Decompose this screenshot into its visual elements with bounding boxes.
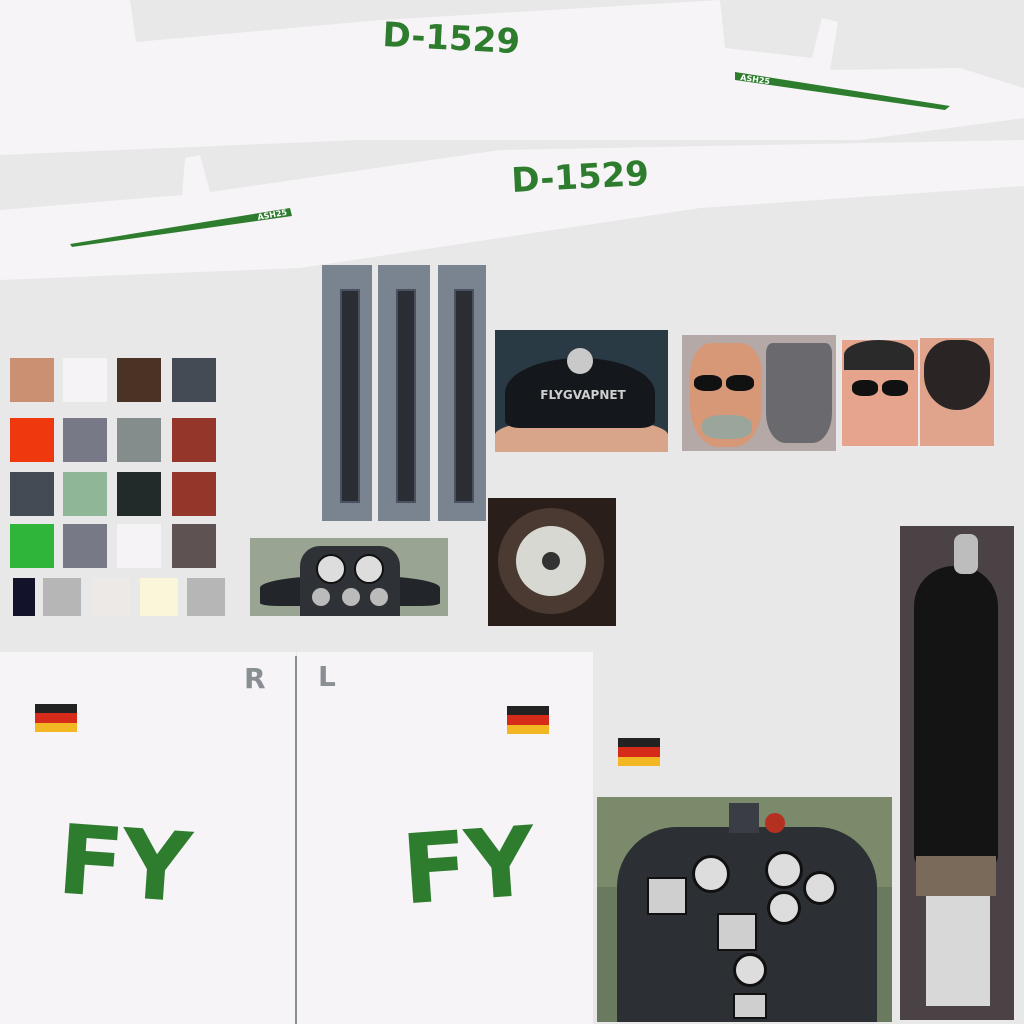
code-left: FY — [398, 805, 537, 927]
fuselage-bottom-shape — [0, 140, 1024, 280]
color-swatch — [63, 418, 107, 462]
canopy-frame-3 — [438, 265, 486, 521]
instrument-panel-small — [250, 538, 448, 616]
side-left-label: L — [318, 660, 336, 693]
german-flag-right — [35, 704, 77, 732]
color-swatch — [63, 524, 107, 568]
color-swatch — [10, 358, 54, 402]
german-flag-left — [507, 706, 549, 734]
registration-top: D-1529 — [382, 15, 521, 62]
color-swatch — [10, 418, 54, 462]
color-swatch — [13, 578, 35, 616]
control-stick-image — [900, 526, 1014, 1020]
color-swatch — [117, 524, 161, 568]
color-swatch — [117, 472, 161, 516]
color-swatch — [140, 578, 178, 616]
pilot-face-1 — [682, 335, 836, 451]
color-swatch — [63, 472, 107, 516]
color-swatch — [10, 472, 54, 516]
color-swatch — [117, 418, 161, 462]
canopy-frame-2 — [378, 265, 430, 521]
color-swatch — [10, 524, 54, 568]
stripe-top: ASH25 — [735, 72, 950, 110]
canopy-frame-1 — [322, 265, 372, 521]
side-divider — [295, 656, 297, 1024]
german-flag-standalone — [618, 738, 660, 766]
color-swatch — [172, 418, 216, 462]
color-swatch — [172, 524, 216, 568]
color-swatch — [172, 472, 216, 516]
color-swatch — [172, 358, 216, 402]
color-swatch — [63, 358, 107, 402]
fuselage-top-shape — [0, 0, 1024, 155]
fuselage-texture: ASH25 ASH25 D-1529 D-1529 — [0, 0, 1024, 280]
type-mark-top: ASH25 — [740, 73, 771, 86]
cap-text: FLYGVAPNET — [540, 388, 626, 402]
side-right-label: R — [244, 662, 266, 695]
pilot-face-2 — [840, 336, 996, 450]
registration-bottom: D-1529 — [510, 154, 649, 201]
landing-wheel-image — [488, 498, 616, 626]
color-swatch — [117, 358, 161, 402]
color-swatch — [187, 578, 225, 616]
color-swatch — [43, 578, 81, 616]
pilot-cap-image: FLYGVAPNET — [495, 330, 668, 452]
cockpit-instrument-panel — [597, 797, 892, 1022]
color-swatch — [92, 578, 130, 616]
code-right: FY — [54, 803, 193, 925]
